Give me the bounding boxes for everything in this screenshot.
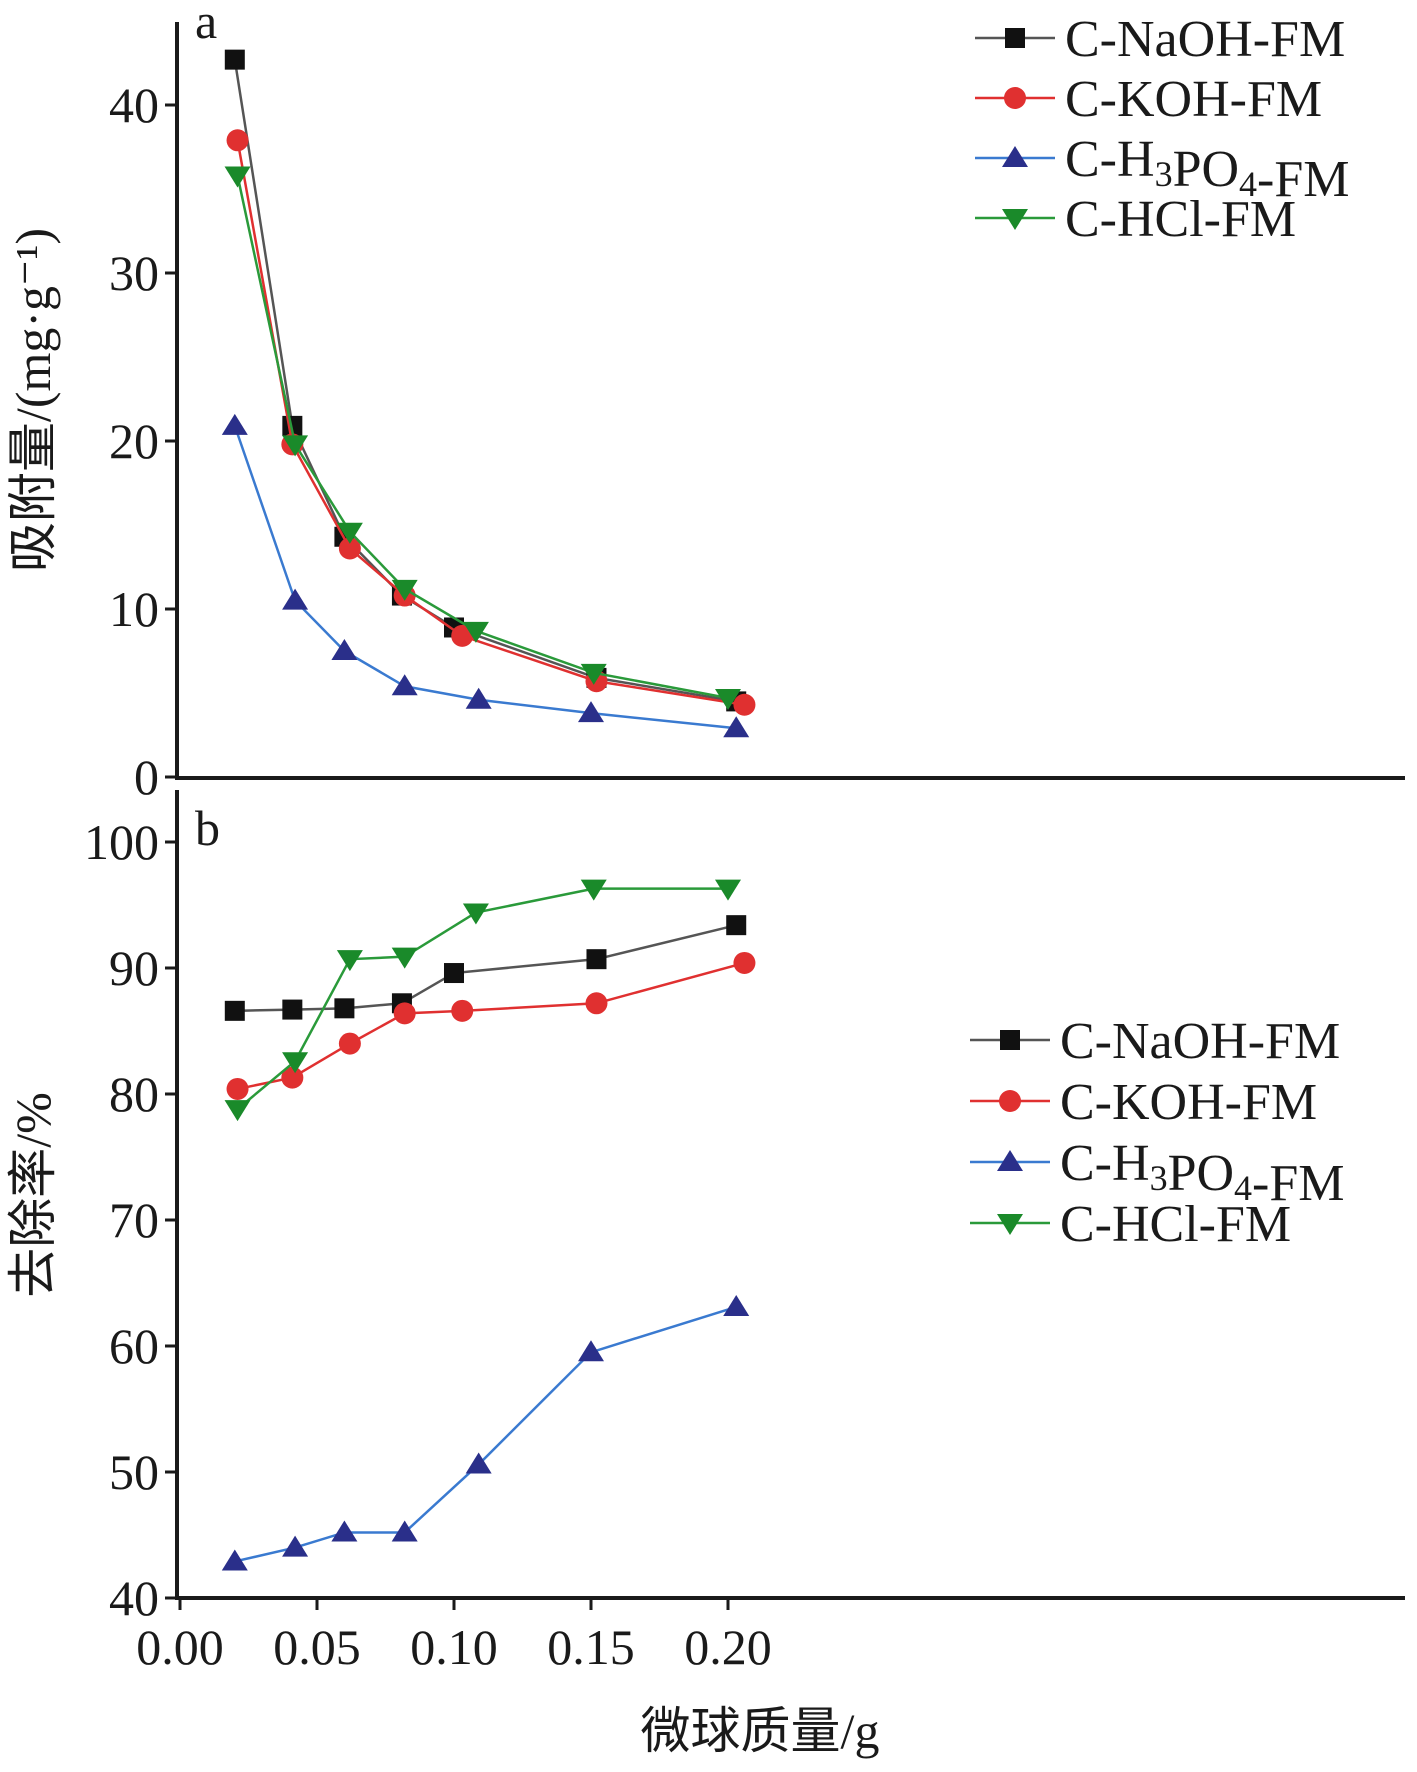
series-line	[234, 1305, 737, 1563]
data-point-marker-triangle-down	[336, 522, 363, 544]
data-point-marker-triangle-down	[282, 1052, 309, 1074]
legend-marker-circle	[999, 1090, 1021, 1112]
legend-label: C-NaOH-FM	[1060, 1013, 1340, 1070]
data-point-marker-triangle-down	[580, 879, 607, 901]
series-line	[233, 59, 737, 703]
data-point-marker-square	[586, 949, 607, 970]
y-tick-label: 20	[109, 413, 159, 469]
panel-a-axes: 0 10 20 30 40 吸附量/(mg·g⁻¹)	[5, 22, 1405, 805]
data-point-marker-triangle-up	[391, 674, 418, 696]
data-point-marker-triangle-up	[391, 1520, 418, 1542]
data-point-marker-triangle-up	[723, 716, 750, 738]
panel-b-removal-chart: 40 50 60 70 80 90 100 0.00 0.05 0.10 0.15 0.20 去除率/%…	[5, 790, 1405, 1675]
legend-label: C-KOH-FM	[1060, 1074, 1317, 1131]
y-tick-label: 40	[109, 77, 159, 133]
data-point-marker-triangle-up	[221, 413, 248, 435]
data-point-marker-circle	[451, 999, 474, 1022]
legend-marker-square	[1000, 1030, 1020, 1050]
panel-b-letter: b	[195, 800, 220, 856]
panel-b-legend: C-NaOH-FMC-KOH-FMC-H3PO4-FMC-HCl-FM	[970, 1013, 1345, 1253]
panel-a-letter: a	[195, 0, 217, 49]
x-tick-label: 0.05	[273, 1619, 361, 1675]
data-point-marker-triangle-up	[723, 1294, 750, 1316]
data-point-marker-triangle-down	[715, 689, 741, 711]
y-tick-label: 10	[109, 581, 159, 637]
data-point-marker-triangle-down	[715, 879, 741, 901]
panel-b-series-layer	[221, 879, 756, 1571]
data-point-marker-triangle-up	[331, 1520, 358, 1542]
series-line	[236, 175, 729, 700]
y-tick-label: 100	[84, 814, 159, 870]
data-point-marker-triangle-up	[465, 687, 492, 709]
data-point-marker-square	[224, 1000, 245, 1021]
data-point-marker-triangle-up	[578, 1340, 604, 1362]
panel-a-adsorption-chart: 0 10 20 30 40 吸附量/(mg·g⁻¹) a C-NaOH-FMC-KOH-F…	[5, 0, 1405, 805]
data-point-marker-triangle-down	[462, 621, 489, 643]
x-tick-label: 0.20	[684, 1619, 772, 1675]
y-tick-label: 0	[134, 749, 159, 805]
legend-label: C-KOH-FM	[1065, 71, 1322, 128]
data-point-marker-circle	[585, 992, 608, 1015]
panel-a-series-layer	[221, 49, 756, 738]
legend-label: C-HCl-FM	[1065, 191, 1296, 248]
legend-marker-triangle-up	[1002, 146, 1028, 167]
legend-label: C-NaOH-FM	[1065, 11, 1345, 68]
data-point-marker-triangle-down	[391, 947, 418, 969]
x-axis-title: 微球质量/g	[641, 1703, 880, 1759]
panel-b-axes: 40 50 60 70 80 90 100 0.00 0.05 0.10 0.15 0.20 去除率/%	[5, 790, 1405, 1675]
x-tick-label: 0.00	[136, 1619, 224, 1675]
data-point-marker-circle	[733, 951, 756, 974]
data-point-marker-circle	[226, 129, 249, 152]
y-tick-label: 40	[109, 1570, 159, 1626]
series-line	[234, 923, 737, 1013]
data-point-marker-circle	[733, 693, 756, 716]
legend-marker-triangle-up	[997, 1150, 1023, 1171]
data-point-marker-triangle-down	[224, 1100, 251, 1122]
legend-marker-square	[1005, 28, 1025, 48]
data-point-marker-triangle-down	[580, 663, 607, 685]
data-point-marker-circle	[451, 624, 474, 647]
data-point-marker-triangle-up	[282, 588, 309, 610]
data-point-marker-circle	[338, 537, 361, 560]
y-tick-label: 50	[109, 1444, 159, 1500]
data-point-marker-triangle-up	[578, 701, 604, 723]
data-point-marker-circle	[281, 1066, 304, 1089]
data-point-marker-triangle-up	[221, 1549, 248, 1571]
y-tick-label: 30	[109, 245, 159, 301]
panel-b-y-axis-title: 去除率/%	[5, 1092, 61, 1298]
data-point-marker-triangle-down	[336, 950, 363, 972]
data-point-marker-square	[444, 963, 464, 984]
data-point-marker-triangle-up	[465, 1452, 492, 1474]
data-point-marker-triangle-up	[331, 639, 358, 660]
data-point-marker-triangle-down	[462, 903, 489, 925]
legend-marker-triangle-down	[1002, 209, 1028, 230]
data-point-marker-square	[334, 998, 355, 1019]
data-point-marker-circle	[226, 1077, 249, 1100]
data-point-marker-square	[224, 49, 245, 70]
panel-a-y-axis-title: 吸附量/(mg·g⁻¹)	[5, 228, 61, 572]
data-point-marker-triangle-up	[282, 1535, 309, 1557]
panel-a-legend: C-NaOH-FMC-KOH-FMC-H3PO4-FMC-HCl-FM	[975, 11, 1350, 248]
series-line	[233, 425, 737, 730]
series-line	[236, 887, 728, 1111]
legend-label: C-HCl-FM	[1060, 1196, 1291, 1253]
legend-label: C-H3PO4-FM	[1060, 1135, 1345, 1212]
legend-label: C-H3PO4-FM	[1065, 131, 1350, 208]
data-point-marker-circle	[393, 1002, 416, 1025]
data-point-marker-triangle-down	[391, 579, 418, 601]
legend-marker-circle	[1004, 87, 1026, 109]
data-point-marker-triangle-down	[224, 166, 251, 188]
legend-marker-triangle-down	[997, 1214, 1023, 1235]
y-tick-label: 80	[109, 1066, 159, 1122]
data-point-marker-circle	[338, 1032, 361, 1055]
data-point-marker-square	[282, 999, 303, 1020]
x-tick-label: 0.10	[410, 1619, 498, 1675]
data-point-marker-square	[726, 915, 747, 936]
data-point-marker-triangle-down	[282, 435, 309, 457]
y-tick-label: 90	[109, 940, 159, 996]
y-tick-label: 60	[109, 1318, 159, 1374]
x-tick-label: 0.15	[547, 1619, 635, 1675]
y-tick-label: 70	[109, 1192, 159, 1248]
